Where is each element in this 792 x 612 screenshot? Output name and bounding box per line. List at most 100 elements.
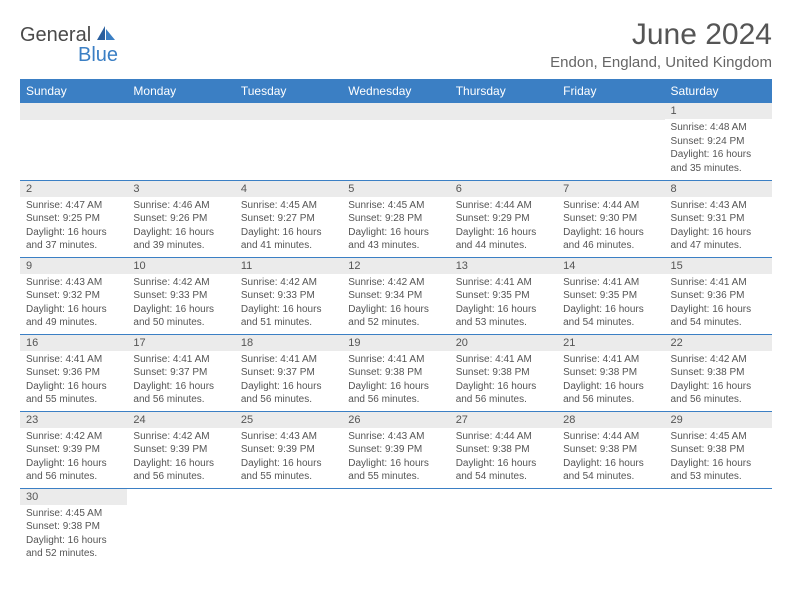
empty-day [557, 103, 664, 120]
weekday-header: Wednesday [342, 79, 449, 103]
day-body: Sunrise: 4:42 AMSunset: 9:33 PMDaylight:… [127, 274, 234, 334]
sunset-line: Sunset: 9:31 PM [671, 212, 766, 226]
day-number: 26 [342, 412, 449, 428]
sunset-line: Sunset: 9:38 PM [671, 443, 766, 457]
sunset-line: Sunset: 9:38 PM [671, 366, 766, 380]
sunset-line: Sunset: 9:25 PM [26, 212, 121, 226]
sunset-line: Sunset: 9:35 PM [563, 289, 658, 303]
sunset-line: Sunset: 9:38 PM [563, 443, 658, 457]
day-body: Sunrise: 4:42 AMSunset: 9:33 PMDaylight:… [235, 274, 342, 334]
sunset-line: Sunset: 9:38 PM [348, 366, 443, 380]
calendar-cell [20, 103, 127, 180]
calendar-cell: 24Sunrise: 4:42 AMSunset: 9:39 PMDayligh… [127, 411, 234, 488]
sunset-line: Sunset: 9:36 PM [26, 366, 121, 380]
header: General June 2024 Endon, England, United… [20, 18, 772, 71]
daylight-line: Daylight: 16 hours and 56 minutes. [348, 380, 443, 407]
sunrise-line: Sunrise: 4:43 AM [671, 199, 766, 213]
weekday-header: Saturday [665, 79, 772, 103]
calendar-cell: 8Sunrise: 4:43 AMSunset: 9:31 PMDaylight… [665, 180, 772, 257]
daylight-line: Daylight: 16 hours and 56 minutes. [133, 457, 228, 484]
sunset-line: Sunset: 9:34 PM [348, 289, 443, 303]
day-number: 9 [20, 258, 127, 274]
sunrise-line: Sunrise: 4:41 AM [26, 353, 121, 367]
day-number: 20 [450, 335, 557, 351]
month-title: June 2024 [550, 18, 772, 52]
calendar-cell: 12Sunrise: 4:42 AMSunset: 9:34 PMDayligh… [342, 257, 449, 334]
sunrise-line: Sunrise: 4:45 AM [241, 199, 336, 213]
day-body: Sunrise: 4:41 AMSunset: 9:35 PMDaylight:… [557, 274, 664, 334]
sunrise-line: Sunrise: 4:45 AM [26, 507, 121, 521]
day-number: 7 [557, 181, 664, 197]
day-body: Sunrise: 4:47 AMSunset: 9:25 PMDaylight:… [20, 197, 127, 257]
sunset-line: Sunset: 9:33 PM [241, 289, 336, 303]
day-body: Sunrise: 4:45 AMSunset: 9:38 PMDaylight:… [665, 428, 772, 488]
daylight-line: Daylight: 16 hours and 56 minutes. [133, 380, 228, 407]
sunrise-line: Sunrise: 4:44 AM [456, 199, 551, 213]
sunset-line: Sunset: 9:39 PM [26, 443, 121, 457]
title-block: June 2024 Endon, England, United Kingdom [550, 18, 772, 71]
calendar-row: 1Sunrise: 4:48 AMSunset: 9:24 PMDaylight… [20, 103, 772, 180]
sunrise-line: Sunrise: 4:41 AM [563, 353, 658, 367]
daylight-line: Daylight: 16 hours and 56 minutes. [241, 380, 336, 407]
sunset-line: Sunset: 9:28 PM [348, 212, 443, 226]
calendar-cell: 1Sunrise: 4:48 AMSunset: 9:24 PMDaylight… [665, 103, 772, 180]
sunrise-line: Sunrise: 4:42 AM [671, 353, 766, 367]
sunrise-line: Sunrise: 4:42 AM [26, 430, 121, 444]
sunrise-line: Sunrise: 4:45 AM [671, 430, 766, 444]
day-body: Sunrise: 4:41 AMSunset: 9:37 PMDaylight:… [235, 351, 342, 411]
sunset-line: Sunset: 9:39 PM [241, 443, 336, 457]
daylight-line: Daylight: 16 hours and 54 minutes. [456, 457, 551, 484]
location: Endon, England, United Kingdom [550, 54, 772, 71]
daylight-line: Daylight: 16 hours and 55 minutes. [241, 457, 336, 484]
daylight-line: Daylight: 16 hours and 54 minutes. [563, 303, 658, 330]
sunrise-line: Sunrise: 4:41 AM [456, 276, 551, 290]
day-number: 29 [665, 412, 772, 428]
daylight-line: Daylight: 16 hours and 35 minutes. [671, 148, 766, 175]
daylight-line: Daylight: 16 hours and 56 minutes. [26, 457, 121, 484]
calendar-cell: 16Sunrise: 4:41 AMSunset: 9:36 PMDayligh… [20, 334, 127, 411]
day-number: 27 [450, 412, 557, 428]
calendar-row: 2Sunrise: 4:47 AMSunset: 9:25 PMDaylight… [20, 180, 772, 257]
daylight-line: Daylight: 16 hours and 47 minutes. [671, 226, 766, 253]
daylight-line: Daylight: 16 hours and 53 minutes. [671, 457, 766, 484]
empty-day [20, 103, 127, 120]
day-body: Sunrise: 4:44 AMSunset: 9:38 PMDaylight:… [450, 428, 557, 488]
sunrise-line: Sunrise: 4:43 AM [241, 430, 336, 444]
calendar-cell [342, 488, 449, 565]
day-number: 18 [235, 335, 342, 351]
weekday-header-row: SundayMondayTuesdayWednesdayThursdayFrid… [20, 79, 772, 103]
calendar-cell [235, 103, 342, 180]
calendar-cell: 26Sunrise: 4:43 AMSunset: 9:39 PMDayligh… [342, 411, 449, 488]
calendar-cell [665, 488, 772, 565]
calendar-cell: 9Sunrise: 4:43 AMSunset: 9:32 PMDaylight… [20, 257, 127, 334]
calendar-cell: 4Sunrise: 4:45 AMSunset: 9:27 PMDaylight… [235, 180, 342, 257]
sunset-line: Sunset: 9:39 PM [133, 443, 228, 457]
day-number: 28 [557, 412, 664, 428]
empty-day [127, 103, 234, 120]
calendar-cell: 17Sunrise: 4:41 AMSunset: 9:37 PMDayligh… [127, 334, 234, 411]
daylight-line: Daylight: 16 hours and 56 minutes. [456, 380, 551, 407]
day-number: 25 [235, 412, 342, 428]
calendar-row: 30Sunrise: 4:45 AMSunset: 9:38 PMDayligh… [20, 488, 772, 565]
calendar-cell [127, 103, 234, 180]
day-number: 1 [665, 103, 772, 119]
calendar-cell: 13Sunrise: 4:41 AMSunset: 9:35 PMDayligh… [450, 257, 557, 334]
calendar-row: 9Sunrise: 4:43 AMSunset: 9:32 PMDaylight… [20, 257, 772, 334]
calendar-cell: 14Sunrise: 4:41 AMSunset: 9:35 PMDayligh… [557, 257, 664, 334]
sunrise-line: Sunrise: 4:44 AM [456, 430, 551, 444]
day-number: 11 [235, 258, 342, 274]
day-number: 15 [665, 258, 772, 274]
calendar-row: 16Sunrise: 4:41 AMSunset: 9:36 PMDayligh… [20, 334, 772, 411]
day-number: 12 [342, 258, 449, 274]
day-number: 17 [127, 335, 234, 351]
sunset-line: Sunset: 9:24 PM [671, 135, 766, 149]
calendar-cell: 19Sunrise: 4:41 AMSunset: 9:38 PMDayligh… [342, 334, 449, 411]
day-body: Sunrise: 4:41 AMSunset: 9:36 PMDaylight:… [20, 351, 127, 411]
day-number: 16 [20, 335, 127, 351]
sunrise-line: Sunrise: 4:41 AM [348, 353, 443, 367]
day-body: Sunrise: 4:45 AMSunset: 9:28 PMDaylight:… [342, 197, 449, 257]
sunset-line: Sunset: 9:32 PM [26, 289, 121, 303]
day-body: Sunrise: 4:44 AMSunset: 9:38 PMDaylight:… [557, 428, 664, 488]
weekday-header: Thursday [450, 79, 557, 103]
calendar-cell [450, 103, 557, 180]
